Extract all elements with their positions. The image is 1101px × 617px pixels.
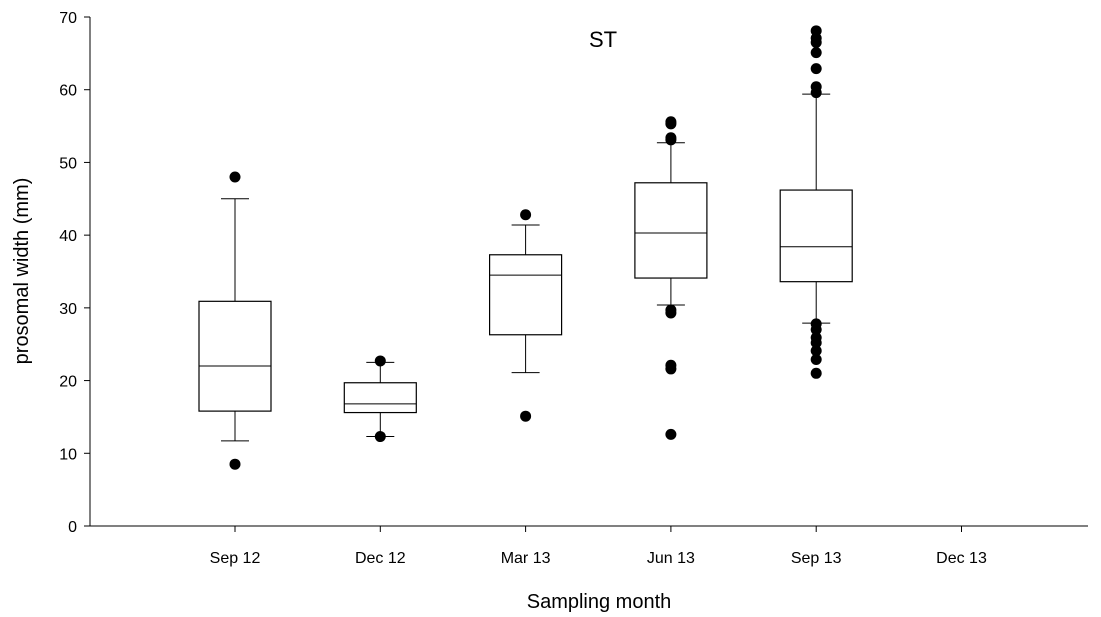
outlier-point — [229, 458, 241, 470]
outlier-point — [665, 304, 677, 316]
outlier-point — [810, 63, 822, 75]
chart-title: ST — [589, 27, 617, 52]
y-axis-title: prosomal width (mm) — [11, 178, 33, 365]
outlier-point — [665, 116, 677, 128]
outlier-point — [810, 367, 822, 379]
outlier-point — [229, 171, 241, 183]
outlier-point — [810, 47, 822, 59]
x-tick-label: Jun 13 — [647, 550, 695, 567]
x-tick-label: Mar 13 — [501, 550, 551, 567]
iqr-box — [198, 300, 272, 412]
outlier-point — [810, 345, 822, 357]
iqr-box — [779, 189, 853, 283]
y-axis-ticks: 0 10 20 30 40 50 60 70 — [59, 10, 90, 536]
y-tick-label: 30 — [59, 301, 77, 318]
outlier-point — [665, 428, 677, 440]
outlier-point — [810, 318, 822, 330]
box-3 — [634, 116, 708, 440]
box-series — [198, 25, 853, 470]
iqr-box — [343, 382, 417, 414]
x-tick-label: Sep 12 — [210, 550, 261, 567]
y-tick-label: 50 — [59, 155, 77, 172]
outlier-point — [810, 353, 822, 365]
x-tick-label: Dec 12 — [355, 550, 406, 567]
outlier-point — [665, 132, 677, 144]
y-tick-label: 0 — [68, 519, 77, 536]
y-tick-label: 70 — [59, 10, 77, 27]
x-tick-label: Sep 13 — [791, 550, 842, 567]
iqr-box — [489, 254, 563, 336]
outlier-point — [520, 410, 532, 422]
iqr-box — [634, 182, 708, 279]
y-tick-label: 20 — [59, 374, 77, 391]
box-4 — [779, 25, 853, 379]
x-axis-ticks: Sep 12 Dec 12 Mar 13 Jun 13 Sep 13 Dec 13 — [210, 526, 987, 567]
outlier-point — [810, 81, 822, 93]
box-1 — [343, 355, 417, 443]
outlier-point — [374, 431, 386, 443]
outlier-point — [810, 332, 822, 344]
outlier-point — [665, 359, 677, 371]
x-axis-title: Sampling month — [527, 591, 672, 613]
y-tick-label: 60 — [59, 83, 77, 100]
outlier-point — [520, 209, 532, 221]
y-tick-label: 10 — [59, 446, 77, 463]
y-tick-label: 40 — [59, 228, 77, 245]
x-tick-label: Dec 13 — [936, 550, 987, 567]
box-2 — [489, 209, 563, 422]
outlier-point — [374, 355, 386, 367]
box-0 — [198, 171, 272, 470]
outlier-point — [810, 25, 822, 37]
